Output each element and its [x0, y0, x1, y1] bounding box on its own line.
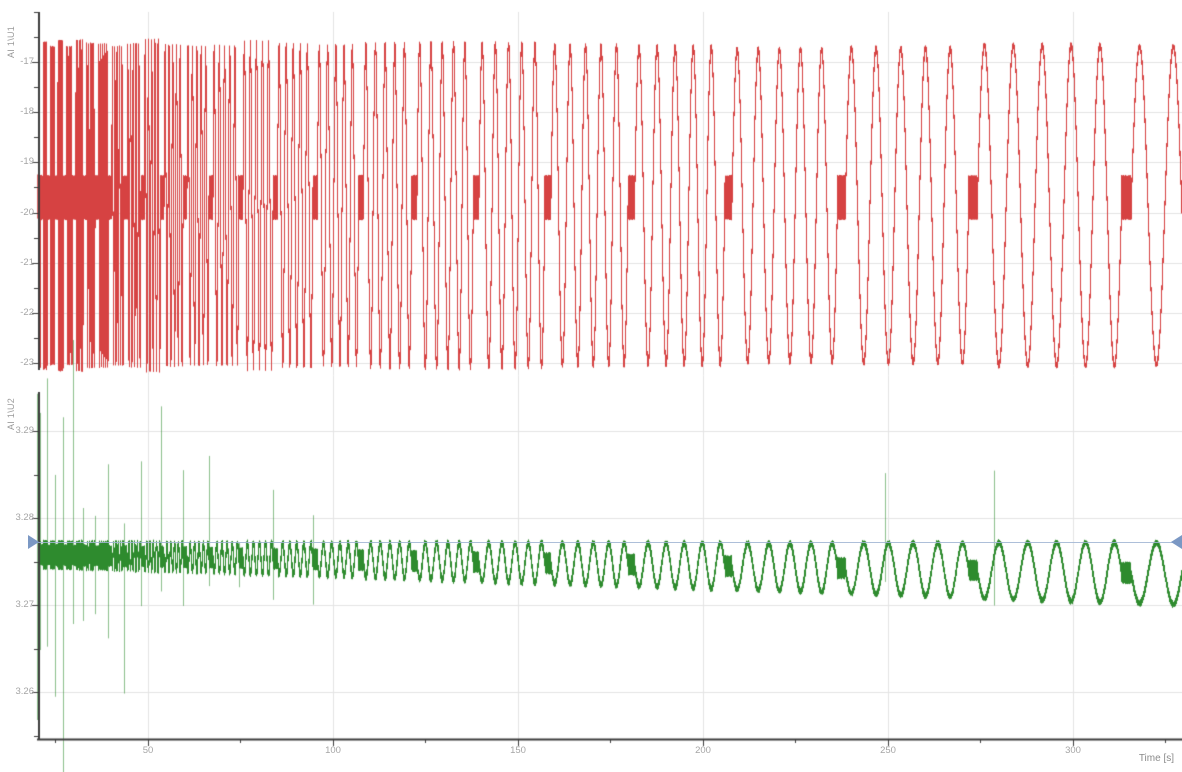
y-tick-label-top: -18 [20, 106, 34, 117]
x-tick-label: 50 [142, 745, 154, 756]
y-tick-label-top: -17 [20, 56, 34, 67]
value-cursor-handle-right[interactable] [1171, 535, 1182, 549]
y-tick-label-top: -20 [20, 207, 34, 218]
value-cursor-line [38, 542, 1182, 543]
x-tick-label: 100 [325, 745, 341, 756]
x-tick-label: 150 [510, 745, 526, 756]
time-axis-label: Time [s] [1138, 753, 1174, 764]
y-tick-label-top: -22 [20, 307, 34, 318]
y-tick-label-bottom: 3.28 [15, 512, 35, 523]
y-tick-label-top: -19 [20, 156, 34, 167]
channel-label-top: AI 1\U1 [6, 25, 16, 58]
y-tick-label-top: -21 [20, 257, 34, 268]
x-tick-label: 300 [1065, 745, 1081, 756]
y-tick-label-top: -23 [20, 357, 34, 368]
y-tick-label-bottom: 3.27 [15, 599, 35, 610]
x-tick-label: 200 [695, 745, 711, 756]
x-tick-label: 250 [880, 745, 896, 756]
y-tick-label-bottom: 3.29 [15, 425, 35, 436]
y-tick-label-bottom: 3.26 [15, 686, 35, 697]
value-cursor-handle-left[interactable] [28, 535, 39, 549]
